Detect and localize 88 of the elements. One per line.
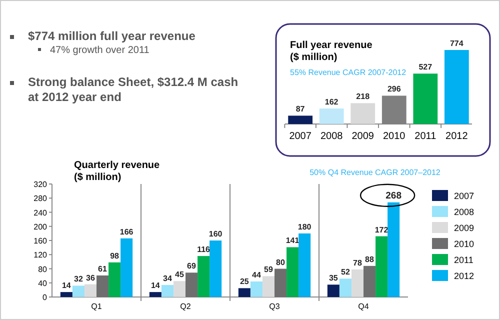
text: 50% Q4 Revenue CAGR 2007–2012	[310, 168, 441, 177]
bar	[250, 281, 262, 297]
data-label: 25	[240, 277, 250, 286]
bar	[96, 275, 109, 297]
data-label: 14	[62, 281, 72, 290]
data-label: 180	[298, 222, 312, 232]
bar	[210, 240, 222, 297]
y-tick-label: 120	[34, 250, 48, 260]
bar	[186, 272, 198, 297]
bar	[376, 236, 388, 297]
data-label: 69	[187, 262, 197, 271]
data-label: 14	[150, 281, 160, 290]
bar	[298, 233, 311, 297]
text: Strong balance Sheet, $312.4 M cash at 2012 year end	[28, 75, 238, 104]
x-tick-label: 2007	[289, 131, 312, 142]
bar	[120, 238, 133, 297]
y-tick-label: 160	[34, 236, 48, 246]
y-tick-label: 240	[34, 208, 48, 218]
data-label: 78	[353, 258, 362, 268]
data-label: 268	[386, 190, 402, 202]
bar	[413, 74, 438, 124]
bar	[327, 284, 340, 297]
x-tick-label: 2008	[320, 131, 344, 142]
data-label: 61	[98, 264, 108, 274]
data-label: 35	[328, 274, 338, 283]
y-tick-label: 280	[34, 194, 48, 204]
data-label: 59	[264, 265, 274, 274]
x-tick-label: 2011	[414, 131, 437, 142]
data-label: 527	[418, 62, 433, 72]
bar	[274, 268, 287, 297]
legend-label: 2012	[454, 271, 474, 281]
data-label: 80	[276, 258, 286, 267]
bar	[72, 286, 84, 297]
y-tick-label: 320	[34, 180, 48, 189]
data-label: 36	[86, 273, 96, 282]
chart-title: Quarterly revenue ($ million)	[74, 160, 160, 183]
bar	[262, 276, 274, 297]
text: 47% growth over 2011	[50, 45, 150, 56]
bar	[388, 202, 400, 297]
bar	[351, 269, 364, 297]
y-tick-label: 80	[38, 264, 48, 274]
bar	[350, 103, 376, 124]
legend-label: 2010	[454, 239, 474, 249]
x-tick-label: Q2	[180, 302, 192, 311]
data-label: 52	[341, 268, 350, 277]
annotation: 55% Revenue CAGR 2007-2012	[290, 68, 407, 77]
x-tick-label: 2009	[352, 131, 374, 142]
y-tick-label: 40	[38, 278, 48, 288]
text: $774 million full year revenue	[28, 29, 196, 43]
data-label: 34	[163, 274, 172, 283]
data-label: 44	[252, 270, 262, 280]
bar	[286, 247, 299, 297]
y-tick-label: 0	[42, 293, 48, 302]
bar	[288, 116, 313, 124]
x-tick-label: 2010	[383, 131, 406, 142]
data-label: 98	[110, 251, 120, 260]
bar	[84, 284, 96, 297]
bar	[198, 256, 210, 297]
data-label: 296	[387, 84, 402, 94]
x-tick-label: 2012	[446, 131, 468, 142]
data-label: 162	[324, 98, 339, 107]
x-tick-label: Q3	[269, 302, 280, 311]
bar	[238, 288, 250, 297]
legend-label: 2009	[454, 223, 474, 233]
legend-label: 2007	[454, 191, 474, 201]
bar	[444, 50, 469, 124]
data-label: 774	[450, 39, 464, 48]
y-tick-label: 200	[34, 222, 48, 232]
bar	[339, 278, 352, 297]
legend-label: 2008	[454, 207, 474, 217]
data-label: 32	[74, 274, 84, 284]
bar	[161, 284, 174, 297]
data-label: 88	[365, 254, 375, 264]
x-tick-label: Q4	[358, 302, 370, 311]
data-label: 218	[356, 92, 370, 102]
data-label: 87	[296, 104, 306, 114]
bar	[108, 262, 121, 297]
bar	[149, 292, 162, 297]
chart-title: Full year revenue ($ million)	[290, 40, 373, 63]
bar	[60, 292, 72, 297]
x-tick-label: Q1	[91, 302, 102, 311]
bar	[173, 281, 186, 297]
data-label: 45	[175, 270, 184, 280]
data-label: 160	[208, 230, 223, 238]
bar	[319, 108, 344, 124]
data-label: 166	[120, 227, 134, 236]
bar	[364, 266, 376, 297]
legend-label: 2011	[454, 255, 474, 265]
